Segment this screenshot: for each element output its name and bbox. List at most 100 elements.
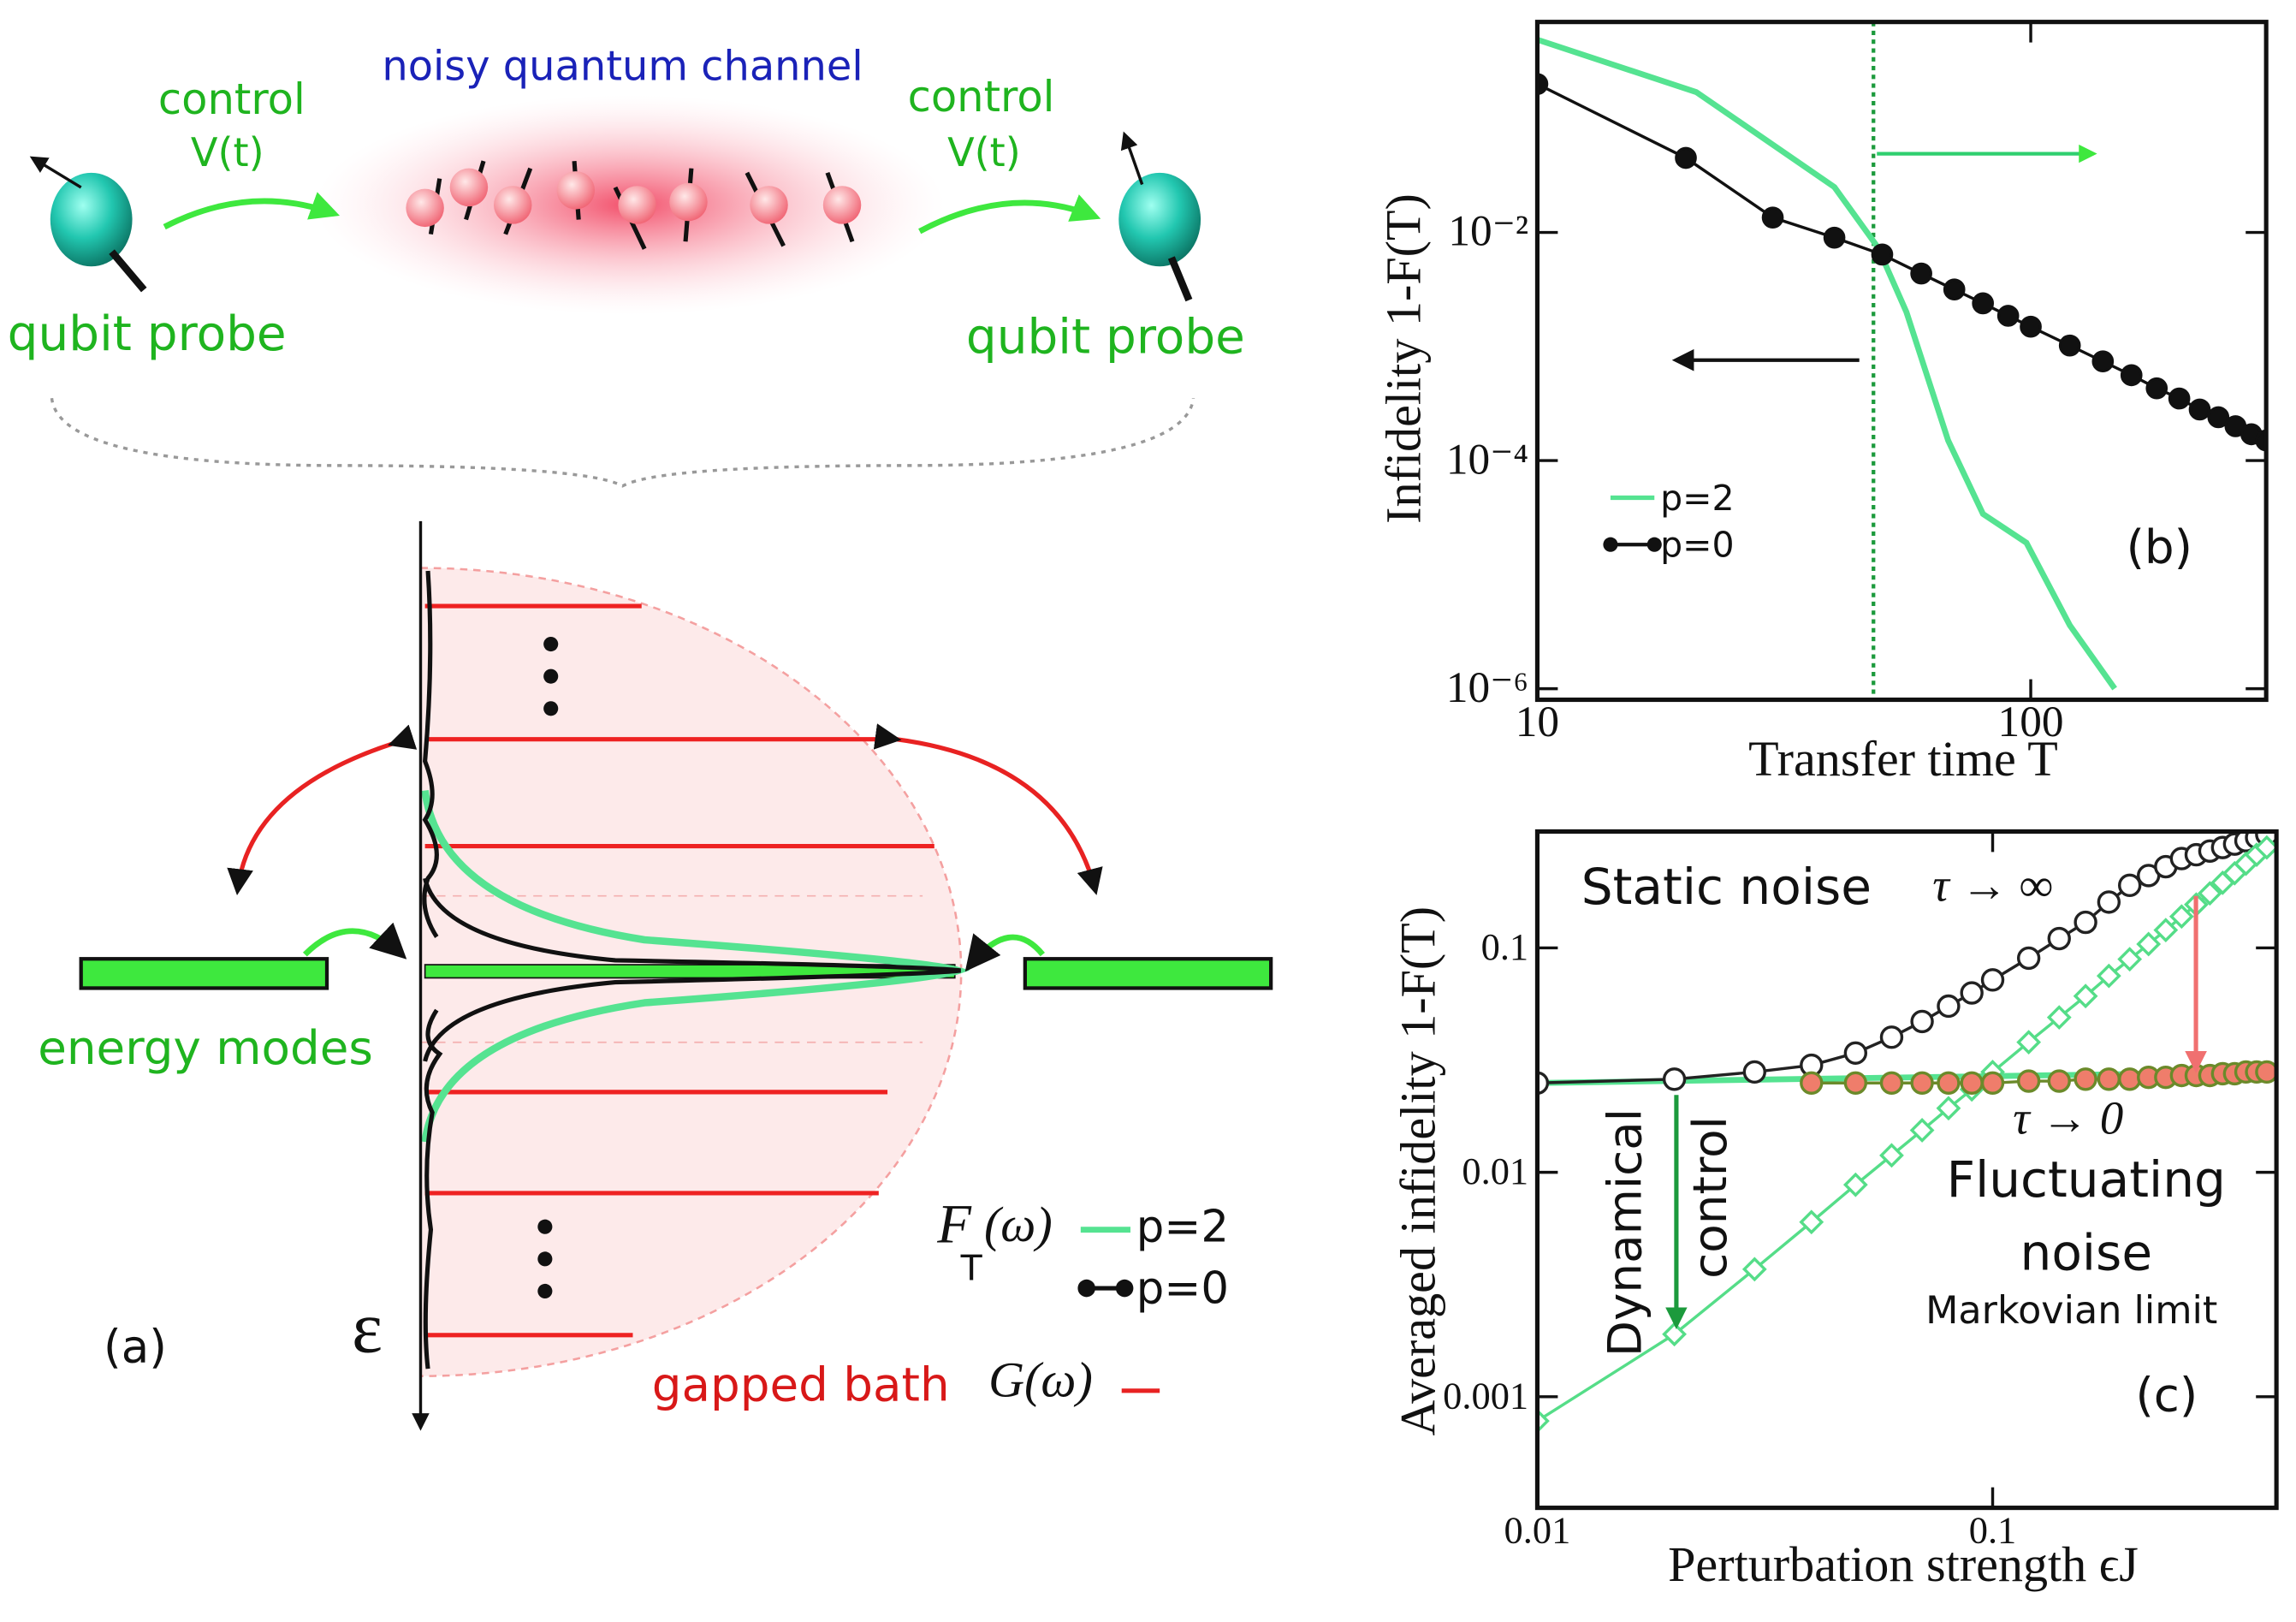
- y-tick-label: 0.001: [1443, 1374, 1528, 1417]
- legend-swatch: [1603, 537, 1618, 552]
- x-axis-label: Transfer time T: [1748, 731, 2058, 787]
- filter-arg: (ω): [984, 1197, 1053, 1252]
- point: [2016, 946, 2041, 971]
- series: [1537, 73, 2267, 452]
- annotation: τ → 0: [2013, 1091, 2123, 1144]
- point: [2188, 398, 2211, 421]
- point: [2047, 1069, 2071, 1093]
- point: [1937, 994, 1961, 1019]
- annotation: control: [1682, 1116, 1737, 1279]
- y-tick-label: 10⁻⁶: [1446, 663, 1528, 712]
- coupling-arrow: [873, 723, 1103, 895]
- control-signal: V(t): [191, 129, 264, 175]
- point: [1537, 1071, 1550, 1095]
- chart: 0.01 0.1 0.001 0.01 0.1 (c) Perturbation stren…: [1390, 829, 2279, 1592]
- energy-mode: [79, 957, 329, 990]
- panel-label: (a): [104, 1321, 167, 1374]
- filter-p0: [423, 877, 961, 1062]
- y-tick-label: 0.1: [1481, 925, 1529, 968]
- coupling-arrow: [302, 922, 407, 960]
- point: [2207, 406, 2230, 429]
- point: [1972, 292, 1994, 315]
- annotations-c: Static noise τ → ∞ τ → 0 Fluctuating noi…: [1581, 858, 2226, 1357]
- qubit-right: [1118, 172, 1201, 267]
- control-signal: V(t): [947, 129, 1021, 175]
- channel-diagram: noisy quantum channel control V(t) contr…: [8, 43, 1245, 488]
- point: [1910, 1009, 1934, 1034]
- control-arrow: [163, 192, 341, 230]
- point: [2255, 429, 2267, 452]
- point: [2020, 315, 2042, 338]
- qubit-tail: [109, 249, 147, 293]
- qubit-arrow: [1120, 131, 1144, 186]
- point: [2091, 350, 2115, 373]
- point: [2136, 931, 2162, 957]
- bath-label: gapped bath: [652, 1357, 950, 1411]
- point: [1843, 1041, 1868, 1065]
- legend-label: p=2: [1136, 1202, 1229, 1253]
- point: [2073, 983, 2098, 1009]
- point: [1980, 1071, 2005, 1095]
- filter-symbol: F: [936, 1194, 972, 1256]
- point: [1943, 278, 1966, 301]
- point: [2074, 910, 2097, 935]
- y-tick-label: 10⁻²: [1448, 207, 1528, 256]
- point: [1742, 1060, 1766, 1084]
- series-line: [1537, 37, 2117, 691]
- annotation: Markovian limit: [1925, 1289, 2217, 1333]
- energy-modes-label: energy modes: [38, 1020, 373, 1075]
- control-label: control: [908, 72, 1055, 122]
- point: [2016, 1030, 2042, 1055]
- x-axis-label: Perturbation strength ϵJ: [1668, 1536, 2139, 1592]
- point: [1800, 1071, 1824, 1095]
- point: [2096, 963, 2121, 989]
- point: [1662, 1067, 1687, 1091]
- point: [1910, 1071, 1934, 1095]
- qubit-arrow: [29, 156, 82, 189]
- point: [2074, 1067, 2097, 1091]
- energy-mode: [1023, 957, 1273, 990]
- legend-label: p=0: [1660, 525, 1735, 566]
- point: [1842, 1172, 1868, 1197]
- legend-label: p=2: [1660, 478, 1735, 519]
- series: [1800, 1060, 2277, 1095]
- point: [1996, 305, 2020, 327]
- series: [1537, 37, 2117, 691]
- point: [2097, 1067, 2121, 1091]
- point: [1960, 981, 1984, 1005]
- point: [2058, 334, 2081, 357]
- point: [1960, 1071, 1984, 1095]
- point: [2117, 947, 2143, 972]
- point: [1936, 1096, 1961, 1121]
- control-arrow: [918, 194, 1101, 235]
- panel-label: (c): [2135, 1367, 2198, 1422]
- chart: 10 100 10⁻² 10⁻⁴ 10⁻⁶ p=2 p=0 (b) Transfer time …: [1375, 20, 2269, 787]
- channel-title: noisy quantum channel: [382, 43, 863, 90]
- y-tick-label: 10⁻⁴: [1446, 435, 1528, 484]
- annotation: τ → ∞: [1932, 859, 2053, 911]
- point: [2097, 890, 2121, 914]
- annotations-b: [1671, 144, 2097, 371]
- annotation: Static noise: [1581, 858, 1872, 916]
- point: [1879, 1025, 1904, 1049]
- filter-tail: [422, 570, 443, 1369]
- bath-levels: [424, 603, 934, 1338]
- y-axis-label: Averaged infidelity 1-F(T): [1390, 906, 1445, 1436]
- brace: [50, 397, 1195, 488]
- point: [1823, 226, 1846, 249]
- point: [1980, 968, 2005, 992]
- bath-symbol: G(ω): [988, 1352, 1093, 1407]
- point: [1799, 1209, 1824, 1235]
- point: [1761, 206, 1784, 229]
- energy-symbol: ε: [352, 1287, 383, 1368]
- point: [2120, 364, 2143, 387]
- point: [1537, 73, 1549, 95]
- point: [2047, 926, 2071, 951]
- y-axis-label: Infidelity 1-F(T): [1375, 193, 1431, 524]
- series: [1537, 835, 2277, 1434]
- spectrum-diagram: energy modes (a) ε F T (ω) p=2 p=0 gappe…: [38, 520, 1273, 1431]
- x-tick-label: 0.1: [1969, 1509, 2017, 1552]
- annotation: Dynamical: [1598, 1108, 1652, 1357]
- x-tick-label: 10: [1516, 698, 1559, 746]
- panel-label: (b): [2127, 520, 2192, 574]
